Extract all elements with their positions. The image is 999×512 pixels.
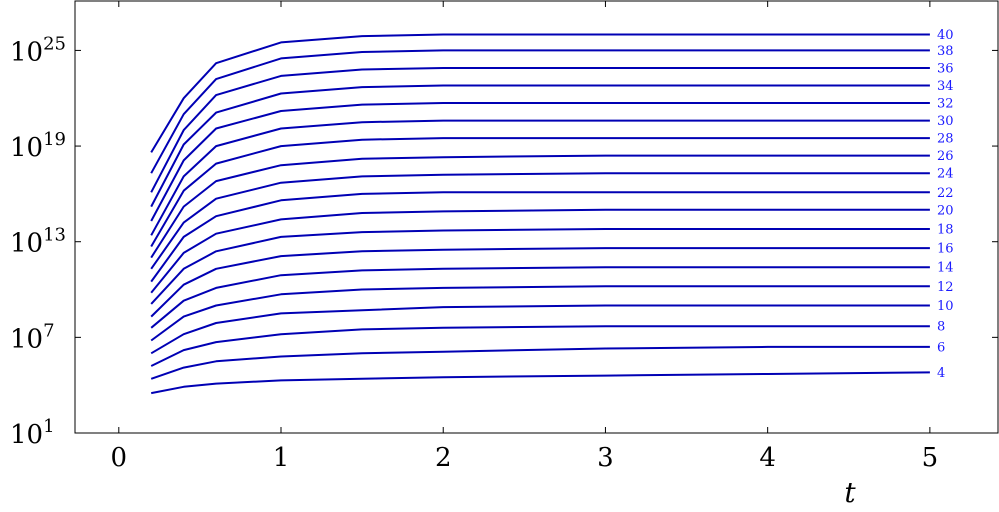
series-line-32 — [150, 102, 930, 222]
x-tick-label: 5 — [922, 443, 939, 473]
y-tick-exponent: 1 — [43, 416, 54, 437]
x-tick-label: 1 — [273, 443, 290, 473]
series-line-16 — [150, 247, 930, 318]
series-label-36: 36 — [937, 61, 954, 76]
plot-frame — [74, 0, 999, 434]
series-label-20: 20 — [937, 203, 954, 218]
series-line-12 — [150, 285, 930, 342]
series-label-30: 30 — [937, 114, 954, 129]
y-tick-exponent: 13 — [43, 225, 66, 246]
series-line-22 — [150, 191, 930, 283]
y-tick-exponent: 19 — [43, 129, 66, 150]
series-line-28 — [150, 137, 930, 248]
series-label-16: 16 — [937, 242, 954, 257]
series-line-20 — [150, 208, 930, 294]
series-label-10: 10 — [937, 299, 954, 314]
series-label-32: 32 — [937, 97, 954, 112]
series-label-4: 4 — [937, 366, 945, 381]
series-label-26: 26 — [937, 149, 954, 164]
series-label-40: 40 — [937, 28, 954, 43]
series-line-38 — [150, 49, 930, 174]
x-axis: 0 1 2 3 4 5 — [111, 1, 939, 473]
x-tick-label: 0 — [111, 443, 128, 473]
series-label-22: 22 — [937, 186, 954, 201]
y-tick-label: 1013 — [10, 225, 66, 259]
y-tick-label: 101 — [10, 416, 55, 450]
series-line-40 — [150, 33, 930, 153]
series-label-24: 24 — [937, 167, 954, 182]
y-tick-exponent: 7 — [43, 320, 54, 341]
x-tick-label: 3 — [597, 443, 614, 473]
series-label-28: 28 — [937, 132, 954, 147]
y-tick-label: 1025 — [10, 33, 66, 67]
series-label-34: 34 — [937, 79, 954, 94]
y-tick-base: 10 — [10, 324, 43, 354]
series-line-18 — [150, 228, 930, 305]
series-label-18: 18 — [937, 222, 954, 237]
y-tick-label: 1019 — [10, 129, 66, 163]
y-tick-base: 10 — [10, 37, 43, 67]
series-label-38: 38 — [937, 44, 954, 59]
series-label-14: 14 — [937, 261, 954, 276]
series-line-26 — [150, 154, 930, 259]
y-tick-label: 107 — [10, 320, 55, 354]
series-line-10 — [150, 304, 930, 355]
series-line-14 — [150, 266, 930, 329]
x-tick-label: 4 — [759, 443, 776, 473]
y-tick-base: 10 — [10, 133, 43, 163]
x-tick-label: 2 — [435, 443, 452, 473]
series-label-6: 6 — [937, 340, 945, 355]
x-axis-label: t — [844, 476, 856, 509]
series-line-24 — [150, 172, 930, 270]
y-tick-exponent: 25 — [43, 33, 66, 54]
series-label-12: 12 — [937, 280, 954, 295]
series-line-30 — [150, 119, 930, 236]
series-line-8 — [150, 325, 930, 367]
y-tick-base: 10 — [10, 229, 43, 259]
series-line-36 — [150, 67, 930, 193]
series-label-8: 8 — [937, 320, 945, 335]
series-line-6 — [150, 345, 930, 380]
series-lines — [150, 33, 930, 395]
series-line-4 — [151, 371, 930, 395]
y-tick-base: 10 — [10, 420, 43, 450]
series-line-34 — [150, 84, 930, 208]
